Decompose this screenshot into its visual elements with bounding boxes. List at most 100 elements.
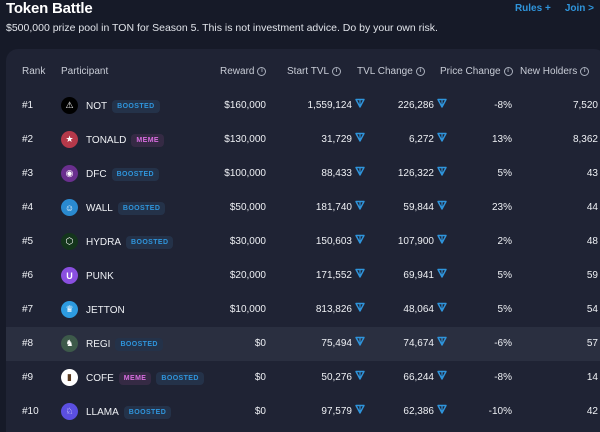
start-tvl-value: 1,559,124 xyxy=(307,100,353,111)
info-icon[interactable]: i xyxy=(257,67,267,76)
tvl-change-value: 59,844 xyxy=(403,202,434,213)
participant-name[interactable]: TONALD xyxy=(86,134,127,146)
participant[interactable]: DFC BOOSTED xyxy=(86,157,159,191)
info-icon[interactable]: i xyxy=(332,67,342,76)
table-row[interactable]: #5 ⬡ HYDRA BOOSTED $30,000 150,603 107,900 2% 48 xyxy=(6,225,600,259)
tonald-logo-icon: ★ xyxy=(61,131,78,148)
table-row[interactable]: #2 ★ TONALD MEME $130,000 31,729 6,272 13% 8,362 xyxy=(6,123,600,157)
ton-icon xyxy=(437,123,447,157)
col-reward[interactable]: Reward i xyxy=(220,66,267,77)
start-tvl-value: 181,740 xyxy=(315,202,352,213)
start-tvl: 31,729 xyxy=(321,123,365,157)
ton-icon xyxy=(437,361,447,395)
info-icon[interactable]: i xyxy=(415,67,425,76)
boosted-badge: BOOSTED xyxy=(115,337,163,351)
col-start-tvl-label: Start TVL xyxy=(287,66,330,77)
rank: #2 xyxy=(22,134,34,145)
page-header: Token Battle Rules + Join > xyxy=(6,0,594,20)
meme-badge: MEME xyxy=(118,371,152,385)
tvl-change-value: 6,272 xyxy=(408,134,434,145)
participant[interactable]: COFE MEME BOOSTED xyxy=(86,361,204,395)
boosted-badge: BOOSTED xyxy=(111,167,159,181)
new-holders: 14 xyxy=(586,372,598,383)
rank: #1 xyxy=(22,100,34,111)
tvl-change-value: 62,386 xyxy=(403,406,434,417)
ton-icon xyxy=(355,191,365,225)
reward: $30,000 xyxy=(229,236,266,247)
tvl-change: 107,900 xyxy=(398,225,447,259)
participant-name[interactable]: WALL xyxy=(86,202,113,214)
tvl-change: 48,064 xyxy=(403,293,447,327)
new-holders: 8,362 xyxy=(572,134,598,145)
participant[interactable]: JETTON xyxy=(86,293,125,327)
hydra-logo-icon: ⬡ xyxy=(61,233,78,250)
join-link[interactable]: Join > xyxy=(564,3,594,14)
participant-name[interactable]: PUNK xyxy=(86,270,114,282)
ton-icon xyxy=(355,123,365,157)
start-tvl: 50,276 xyxy=(321,361,365,395)
col-tvl-change[interactable]: TVL Change i xyxy=(357,66,425,77)
participant[interactable]: HYDRA BOOSTED xyxy=(86,225,174,259)
rank: #10 xyxy=(22,406,39,417)
table-row[interactable]: #7 ♛ JETTON $10,000 813,826 48,064 5% 54 xyxy=(6,293,600,327)
participant[interactable]: WALL BOOSTED xyxy=(86,191,166,225)
cofe-logo-icon: ▮ xyxy=(61,369,78,386)
tvl-change: 226,286 xyxy=(398,89,447,123)
ton-icon xyxy=(355,89,365,123)
ton-icon xyxy=(355,327,365,361)
rules-link[interactable]: Rules + xyxy=(514,3,551,14)
info-icon[interactable]: i xyxy=(503,67,513,76)
new-holders: 48 xyxy=(586,236,598,247)
reward: $50,000 xyxy=(229,202,266,213)
tvl-change: 6,272 xyxy=(409,123,447,157)
new-holders: 59 xyxy=(586,270,598,281)
table-row[interactable]: #10 ♘ LLAMA BOOSTED $0 97,579 62,386 -10% 42 xyxy=(6,395,600,429)
participant-name[interactable]: LLAMA xyxy=(86,406,119,418)
rank: #8 xyxy=(22,338,34,349)
reward: $0 xyxy=(254,338,266,349)
start-tvl: 813,826 xyxy=(316,293,365,327)
leaderboard-table: Rank Participant Reward i Start TVL i TVL … xyxy=(6,49,600,432)
table-row[interactable]: #4 ☺ WALL BOOSTED $50,000 181,740 59,844 23% 44 xyxy=(6,191,600,225)
participant-name[interactable]: REGI xyxy=(86,338,111,350)
start-tvl: 1,559,124 xyxy=(308,89,366,123)
ton-icon xyxy=(437,395,447,429)
table-row[interactable]: #9 ▮ COFE MEME BOOSTED $0 50,276 66,244 -8% 14 xyxy=(6,361,600,395)
table-row[interactable]: #1 ⚠ NOT BOOSTED $160,000 1,559,124 226,286 -8%… xyxy=(6,89,600,123)
col-price-change[interactable]: Price Change i xyxy=(440,66,513,77)
participant-name[interactable]: NOT xyxy=(86,100,108,112)
wall-logo-icon: ☺ xyxy=(61,199,78,216)
tvl-change-value: 69,941 xyxy=(403,270,434,281)
table-row[interactable]: #8 ♞ REGI BOOSTED $0 75,494 74,674 -6% 57 xyxy=(6,327,600,361)
participant[interactable]: REGI BOOSTED xyxy=(86,327,163,361)
start-tvl-value: 88,433 xyxy=(321,168,352,179)
participant-name[interactable]: DFC xyxy=(86,168,107,180)
ton-icon xyxy=(355,293,365,327)
participant-name[interactable]: JETTON xyxy=(86,304,125,316)
rank: #7 xyxy=(22,304,34,315)
table-row[interactable]: #3 ◉ DFC BOOSTED $100,000 88,433 126,322 5% 43 xyxy=(6,157,600,191)
participant-name[interactable]: COFE xyxy=(86,372,114,384)
start-tvl: 150,603 xyxy=(316,225,365,259)
col-tvl-change-label: TVL Change xyxy=(357,66,413,77)
col-start-tvl[interactable]: Start TVL i xyxy=(287,66,342,77)
start-tvl-value: 150,603 xyxy=(315,236,352,247)
participant[interactable]: TONALD MEME xyxy=(86,123,164,157)
ton-icon xyxy=(355,225,365,259)
price-change: -10% xyxy=(488,406,512,417)
tvl-change-value: 74,674 xyxy=(403,338,434,349)
meme-badge: MEME xyxy=(131,133,164,147)
table-row[interactable]: #6 U PUNK $20,000 171,552 69,941 5% 59 xyxy=(6,259,600,293)
start-tvl-value: 50,276 xyxy=(321,372,352,383)
ton-icon xyxy=(355,361,365,395)
participant[interactable]: PUNK xyxy=(86,259,114,293)
boosted-badge: BOOSTED xyxy=(126,235,174,249)
reward: $0 xyxy=(254,406,266,417)
col-new-holders[interactable]: New Holders i xyxy=(520,66,590,77)
info-icon[interactable]: i xyxy=(580,67,590,76)
participant[interactable]: LLAMA BOOSTED xyxy=(86,395,172,429)
start-tvl-value: 171,552 xyxy=(315,270,352,281)
not-logo-icon: ⚠ xyxy=(61,97,78,114)
participant[interactable]: NOT BOOSTED xyxy=(86,89,160,123)
participant-name[interactable]: HYDRA xyxy=(86,236,122,248)
